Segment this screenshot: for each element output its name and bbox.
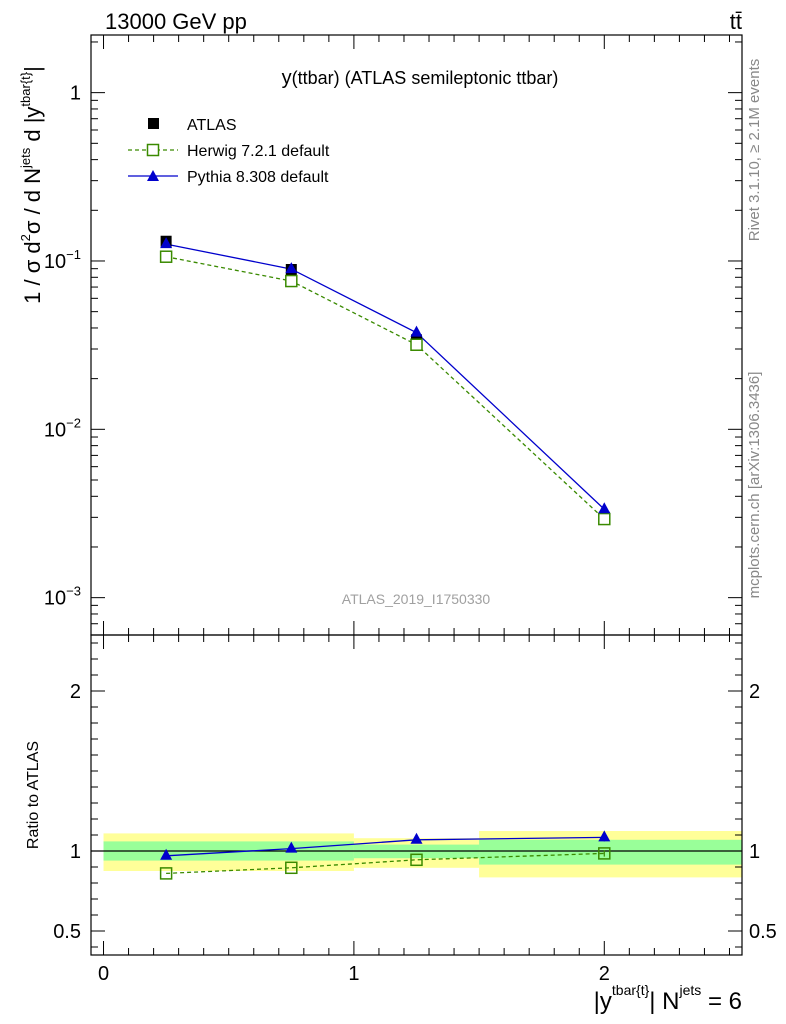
ratio-y-tick-label: 0.5 <box>53 921 81 943</box>
pythia-line <box>165 243 605 510</box>
pythia-ratio-point <box>598 830 611 842</box>
ylabel-part-a: 1 / σ d <box>20 241 45 304</box>
x-tick-label: 0 <box>98 963 109 985</box>
xlabel-part-a: |y <box>594 988 612 1015</box>
analysis-id: ATLAS_2019_I1750330 <box>342 591 491 607</box>
ratio-y-tick-label-right: 1 <box>749 841 760 863</box>
pythia-point <box>410 325 423 337</box>
ratio-y-tick-label: 1 <box>70 841 81 863</box>
herwig-point <box>598 512 611 526</box>
chart-title-main: y <box>282 67 292 89</box>
pythia-ratio-point <box>285 841 298 853</box>
ratio-y-tick-label-right: 2 <box>749 681 760 703</box>
ylabel-part-c: d |y <box>20 107 45 148</box>
legend-atlas-label: ATLAS <box>187 117 237 134</box>
legend-atlas-marker <box>148 118 159 129</box>
chart-title-rest: (ttbar) (ATLAS semileptonic ttbar) <box>292 68 559 88</box>
herwig-ratio-point <box>410 853 423 867</box>
rivet-label: Rivet 3.1.10, ≥ 2.1M events <box>746 59 763 242</box>
main-panel: 1 10−1 10−2 10−3 y(ttbar) (ATLAS semilepton… <box>18 34 743 636</box>
main-series-markers <box>159 235 611 526</box>
mcplots-label: mcplots.cern.ch [arXiv:1306.3436] <box>746 372 763 599</box>
ylabel-sup-a: 2 <box>18 234 33 241</box>
main-y-tick-label: 10−3 <box>44 584 81 610</box>
legend-herwig-marker <box>146 143 160 157</box>
herwig-ratio-line <box>166 852 605 875</box>
xlabel-part-c: = 6 <box>701 988 742 1015</box>
herwig-point <box>159 250 173 263</box>
ratio-inner-band <box>479 839 742 865</box>
ratio-y-tick-label-right: 0.5 <box>749 921 777 943</box>
pythia-ratio-line <box>166 836 605 857</box>
x-axis-label: |ytbar{t}| Njets = 6 <box>594 982 742 1015</box>
main-y-tick-label: 10−2 <box>44 415 81 441</box>
herwig-point <box>285 274 298 288</box>
pythia-point <box>285 262 298 274</box>
main-axis-ticks: 1 10−1 10−2 10−3 <box>44 35 742 636</box>
herwig-ratio-point <box>598 847 611 860</box>
legend-pythia-label: Pythia 8.308 default <box>187 169 329 186</box>
ratio-series-markers <box>159 830 611 880</box>
ylabel-part-b: σ / d N <box>20 168 45 234</box>
x-tick-label: 2 <box>599 963 610 985</box>
ratio-y-tick-label: 2 <box>70 681 81 703</box>
herwig-ratio-point <box>285 861 298 875</box>
main-y-axis-label: 1 / σ d2σ / d Njets d |ytbar{t}| <box>18 66 45 304</box>
pythia-point <box>598 502 611 514</box>
ratio-series-lines <box>166 836 605 875</box>
main-y-tick-label: 10−1 <box>44 247 81 273</box>
herwig-point <box>410 338 423 351</box>
legend-pythia-marker <box>147 170 159 181</box>
legend-herwig-label: Herwig 7.2.1 default <box>187 143 330 160</box>
ratio-y-axis-label: Ratio to ATLAS <box>25 741 42 849</box>
pythia-ratio-point <box>410 832 423 844</box>
ratio-panel: 0.5 0.5 1 1 2 2 0 1 2 Ratio to ATLAS |ytbar{t}| … <box>25 634 777 1015</box>
pythia-ratio-point <box>160 848 173 860</box>
ylabel-part-d: | <box>20 66 45 72</box>
process-label: tt̄ <box>730 9 742 34</box>
herwig-ratio-point <box>159 867 173 880</box>
pythia-point <box>160 237 173 249</box>
ylabel-sup-c: tbar{t} <box>18 71 33 106</box>
xlabel-sup-b: jets <box>679 982 702 998</box>
main-y-tick-label: 1 <box>70 83 81 105</box>
chart-title: y(ttbar) (ATLAS semileptonic ttbar) <box>282 67 559 89</box>
x-tick-label: 1 <box>348 963 359 985</box>
ylabel-sup-b: jets <box>18 147 33 169</box>
herwig-line <box>165 256 605 520</box>
legend: ATLAS Herwig 7.2.1 default Pythia 8.308 … <box>128 117 330 186</box>
ratio-axis-ticks: 0.5 0.5 1 1 2 2 0 1 2 <box>53 635 777 985</box>
energy-label: 13000 GeV pp <box>105 9 247 34</box>
xlabel-sup-a: tbar{t} <box>612 982 650 998</box>
xlabel-part-b: | N <box>649 988 679 1015</box>
main-series-lines <box>165 243 605 520</box>
ratio-frame <box>90 634 743 956</box>
